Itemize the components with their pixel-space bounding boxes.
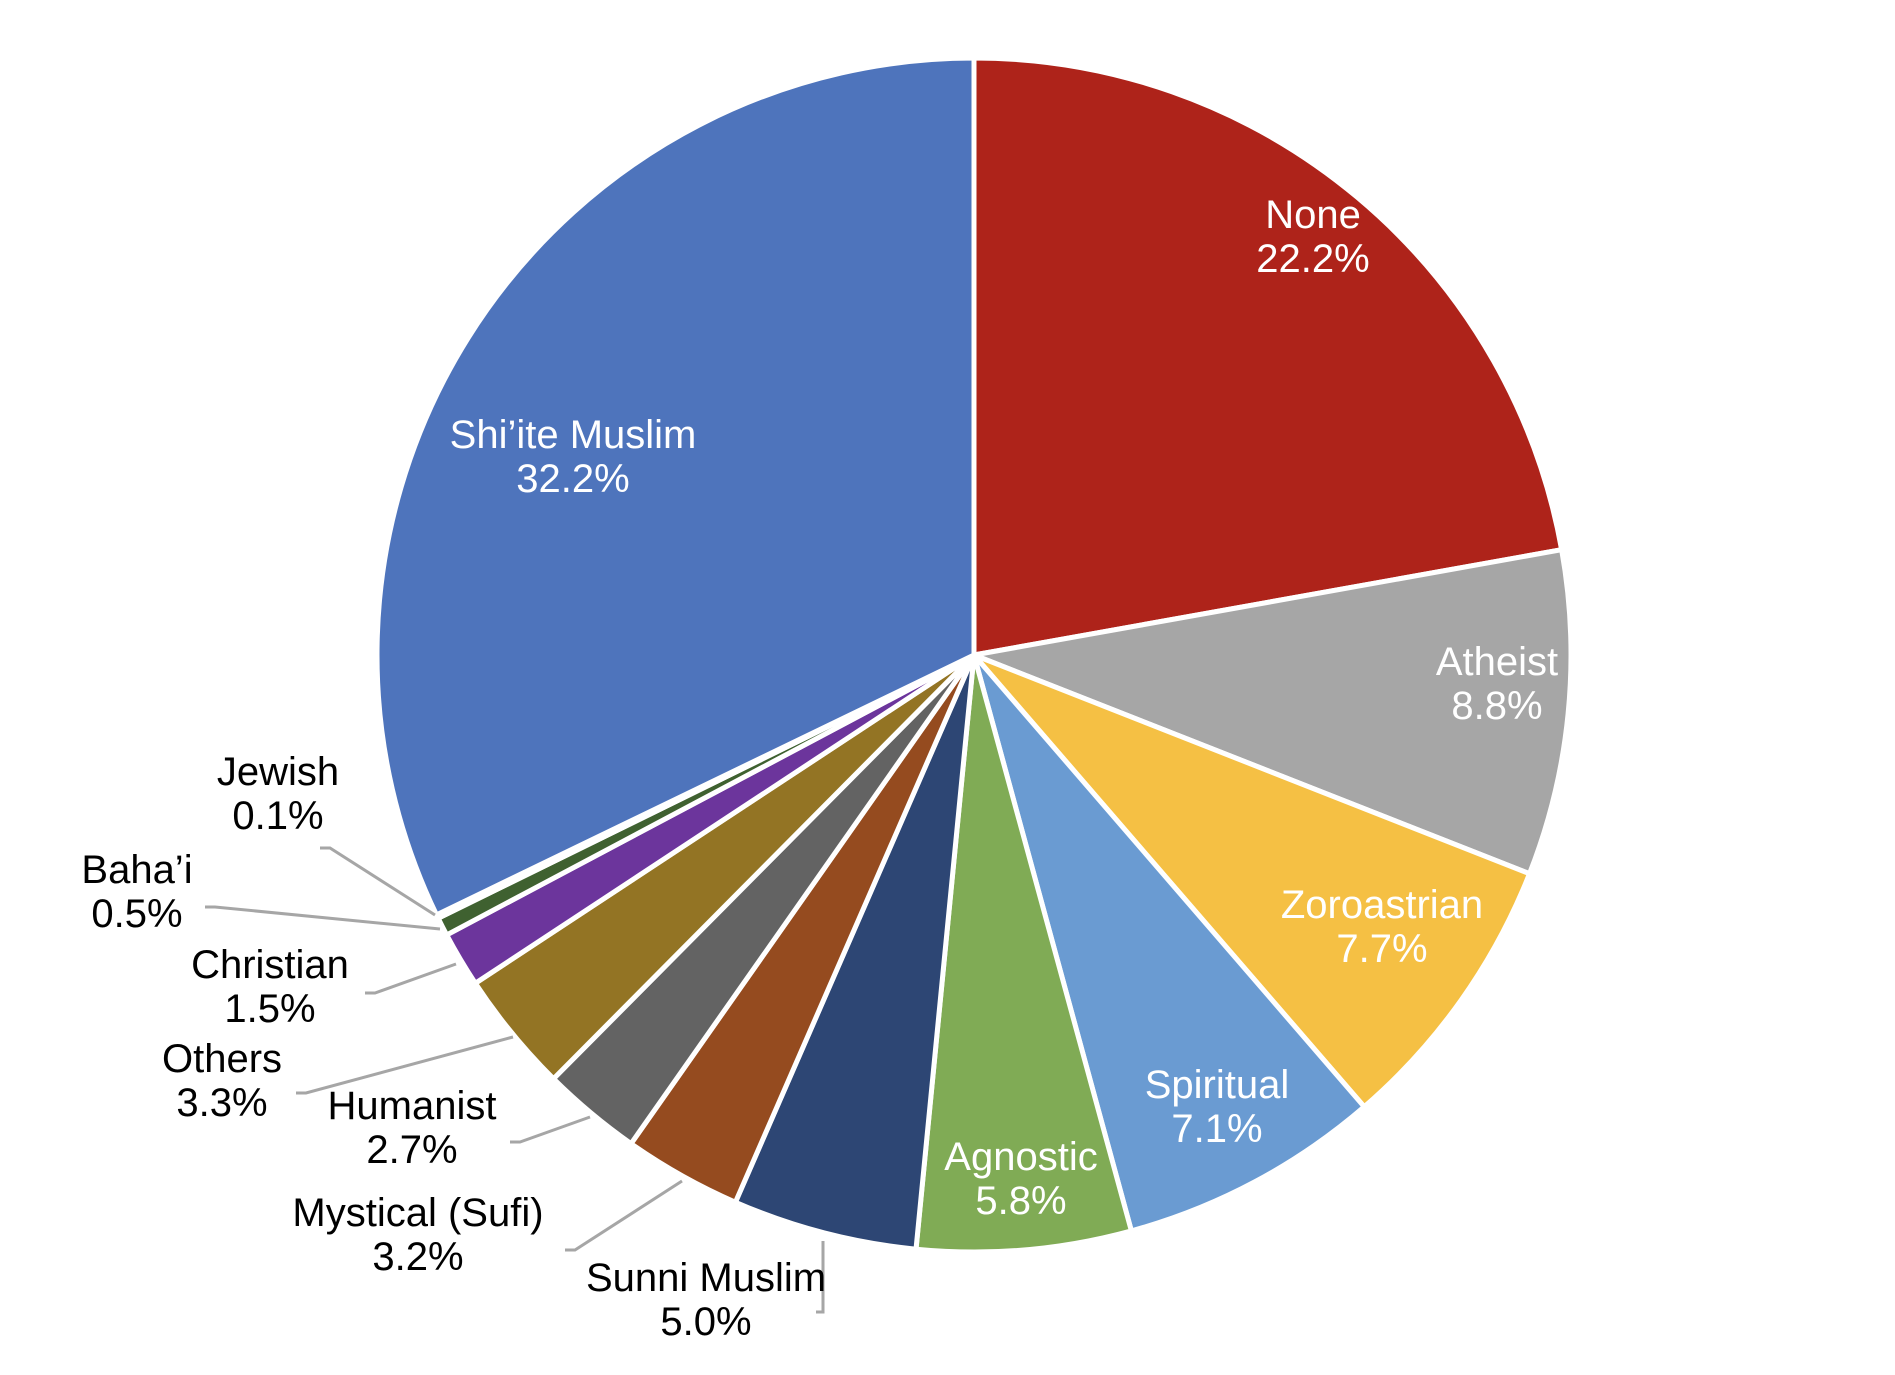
slice-label-jewish: Jewish 0.1% [217, 750, 339, 838]
slice-value-label: 5.8% [975, 1179, 1066, 1223]
slice-label-humanist: Humanist 2.7% [328, 1084, 497, 1172]
leader-line-mystical-sufi [565, 1179, 683, 1252]
slice-label-sunni-muslim: Sunni Muslim 5.0% [586, 1256, 826, 1344]
pie-slices [374, 55, 1574, 1255]
slice-value-label: 0.1% [232, 794, 323, 838]
slice-category-label: None [1265, 193, 1361, 237]
pie-slice-shi-ite-muslim [374, 55, 977, 918]
slice-category-label: Sunni Muslim [586, 1256, 826, 1300]
slice-value-label: 5.0% [660, 1300, 751, 1344]
slice-value-label: 7.1% [1171, 1107, 1262, 1151]
pie-slice-zoroastrian [971, 652, 1532, 1110]
slice-value-label: 1.5% [224, 987, 315, 1031]
leader-line-christian [365, 962, 457, 995]
slice-category-label: Mystical (Sufi) [292, 1191, 543, 1235]
pie-slice-none [971, 55, 1565, 658]
slice-value-label: 22.2% [1256, 237, 1369, 281]
slice-value-label: 2.7% [366, 1128, 457, 1172]
slice-value-label: 32.2% [516, 457, 629, 501]
slice-label-atheist: Atheist 8.8% [1436, 640, 1558, 728]
slice-category-label: Jewish [217, 750, 339, 794]
leader-line-others [296, 1035, 514, 1095]
slice-category-label: Zoroastrian [1281, 883, 1483, 927]
pie-slice-atheist [971, 547, 1574, 877]
slice-value-label: 3.2% [372, 1235, 463, 1279]
slice-label-christian: Christian 1.5% [191, 943, 349, 1031]
slice-label-zoroastrian: Zoroastrian 7.7% [1281, 883, 1483, 971]
leader-line-baha-i [205, 905, 441, 931]
slice-value-label: 0.5% [91, 892, 182, 936]
slice-label-shi-ite-muslim: Shi’ite Muslim 32.2% [450, 413, 697, 501]
slice-label-others: Others 3.3% [162, 1037, 282, 1125]
slice-labels: None 22.2% Atheist 8.8% Zoroastrian 7.7% Spiri… [81, 193, 1558, 1344]
slice-label-agnostic: Agnostic 5.8% [944, 1135, 1097, 1223]
slice-label-baha-i: Baha’i 0.5% [81, 848, 192, 936]
pie-slice-agnostic [913, 652, 1134, 1255]
slice-category-label: Agnostic [944, 1135, 1097, 1179]
slice-category-label: Christian [191, 943, 349, 987]
slice-value-label: 3.3% [176, 1081, 267, 1125]
slice-category-label: Humanist [328, 1084, 497, 1128]
leader-line-sunni-muslim [816, 1241, 825, 1314]
leader-line-jewish [320, 846, 436, 917]
slice-category-label: Baha’i [81, 848, 192, 892]
leader-line-humanist [510, 1115, 591, 1144]
slice-category-label: Others [162, 1037, 282, 1081]
slice-value-label: 8.8% [1451, 684, 1542, 728]
slice-category-label: Spiritual [1145, 1063, 1290, 1107]
pie-slice-spiritual [971, 652, 1367, 1234]
slice-category-label: Shi’ite Muslim [450, 413, 697, 457]
slice-label-spiritual: Spiritual 7.1% [1145, 1063, 1290, 1151]
leader-lines [205, 846, 825, 1314]
slice-value-label: 7.7% [1336, 927, 1427, 971]
slice-category-label: Atheist [1436, 640, 1558, 684]
pie-slice-sunni-muslim [732, 652, 977, 1252]
slice-label-mystical-sufi: Mystical (Sufi) 3.2% [292, 1191, 543, 1279]
slice-label-none: None 22.2% [1256, 193, 1369, 281]
